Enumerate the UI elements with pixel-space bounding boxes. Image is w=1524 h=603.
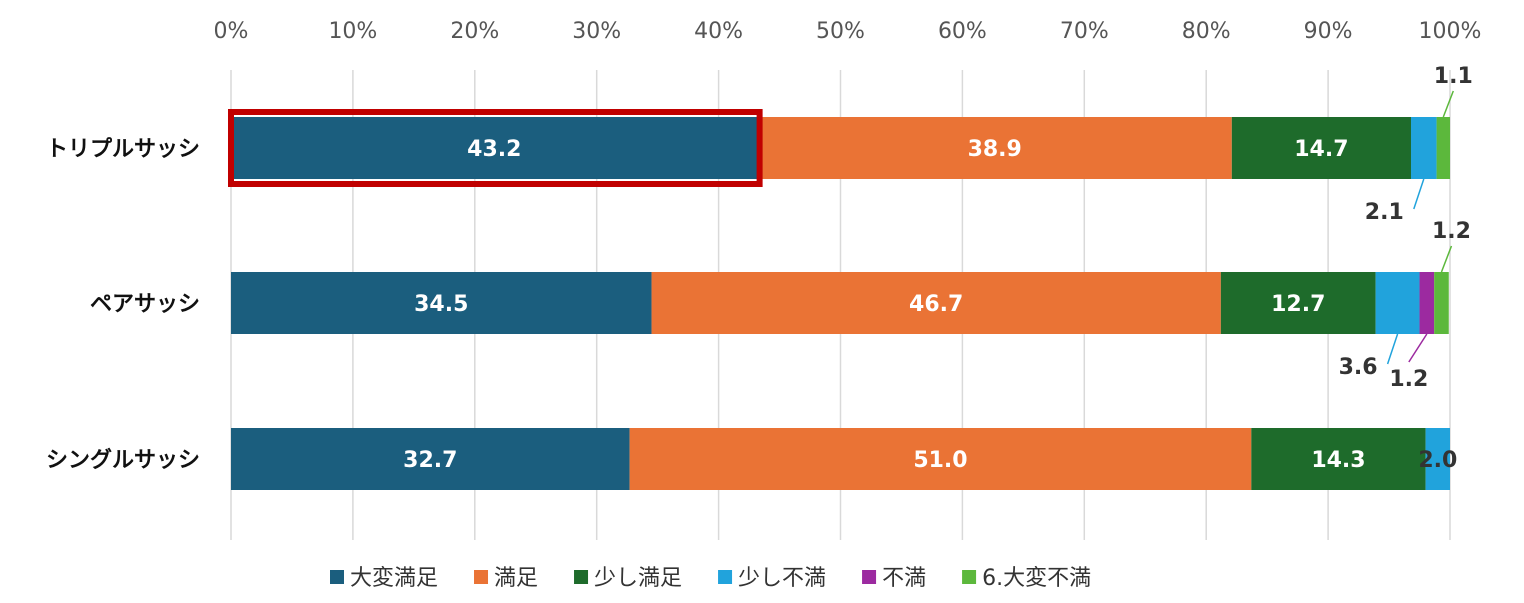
legend-label: 不満 [882, 566, 926, 591]
legend-swatch [574, 570, 589, 584]
x-tick-label: 60% [938, 19, 987, 44]
bar-segment [1251, 428, 1426, 490]
legend-label: 6.大変不満 [982, 566, 1091, 591]
category-label: シングルサッシ [46, 447, 200, 473]
data-label: 2.1 [1365, 200, 1404, 225]
data-label: 14.3 [1311, 448, 1365, 473]
legend-swatch [330, 570, 344, 584]
data-label: 1.2 [1389, 367, 1428, 392]
bar-segment [1220, 272, 1376, 334]
data-label: 12.7 [1271, 292, 1325, 317]
bar-segment [1436, 117, 1450, 179]
data-label: 32.7 [403, 448, 457, 473]
bar-segment [1410, 117, 1437, 179]
legend: 大変満足 満足 少し満足 少し不満 不満 6.大変不満 [330, 566, 1091, 591]
bar-segment [757, 117, 1232, 179]
leader-line [1440, 245, 1453, 273]
data-label: 51.0 [913, 448, 967, 473]
bar-segment [231, 272, 652, 334]
bar-segment [1425, 428, 1450, 490]
data-label: 3.6 [1339, 355, 1378, 380]
bars [228, 109, 1450, 490]
data-label: 1.2 [1432, 219, 1471, 244]
data-label: 38.9 [968, 137, 1022, 162]
bar-segment [1375, 272, 1420, 334]
leader-line [1413, 178, 1425, 210]
x-tick-label: 80% [1182, 19, 1231, 44]
legend-label: 少し満足 [594, 566, 682, 591]
data-label: 43.2 [467, 137, 521, 162]
legend-label: 満足 [494, 566, 538, 591]
bar-segment [1419, 272, 1435, 334]
x-axis-ticks: 0% 10% 20% 30% 40% 50% 60% 70% 80% 90% 100% [214, 19, 1482, 44]
legend-swatch [718, 570, 733, 584]
x-tick-label: 20% [450, 19, 499, 44]
legend-swatch [862, 570, 877, 584]
legend-swatch [962, 570, 977, 584]
leader-line [1386, 333, 1399, 365]
category-label: トリプルサッシ [46, 137, 200, 162]
legend-label: 少し不満 [738, 566, 826, 591]
bar-segment [651, 272, 1221, 334]
data-label: 14.7 [1294, 137, 1348, 162]
bar-segment [1231, 117, 1411, 179]
bar-segment [231, 117, 758, 179]
data-label: 1.1 [1434, 64, 1473, 89]
data-label: 34.5 [414, 292, 468, 317]
bar-segment [629, 428, 1252, 490]
category-label: ペアサッシ [90, 292, 200, 317]
leader-line [1408, 333, 1428, 363]
data-label: 46.7 [909, 292, 963, 317]
x-tick-label: 70% [1060, 19, 1109, 44]
data-labels: 43.2 38.9 14.7 2.1 1.1 34.5 46.7 12.7 3.6 1.2 1.2 3… [403, 64, 1473, 473]
x-tick-label: 90% [1304, 19, 1353, 44]
legend-label: 大変満足 [350, 566, 438, 591]
x-tick-label: 10% [328, 19, 377, 44]
highlight-box [228, 109, 763, 187]
x-tick-label: 30% [572, 19, 621, 44]
x-tick-label: 100% [1419, 19, 1482, 44]
bar-segment [1434, 272, 1449, 334]
data-label: 2.0 [1418, 448, 1457, 473]
legend-swatch [474, 570, 489, 584]
bar-segment [231, 428, 630, 490]
x-tick-label: 40% [694, 19, 743, 44]
x-tick-label: 0% [214, 19, 249, 44]
leader-line [1442, 90, 1454, 118]
x-tick-label: 50% [816, 19, 865, 44]
